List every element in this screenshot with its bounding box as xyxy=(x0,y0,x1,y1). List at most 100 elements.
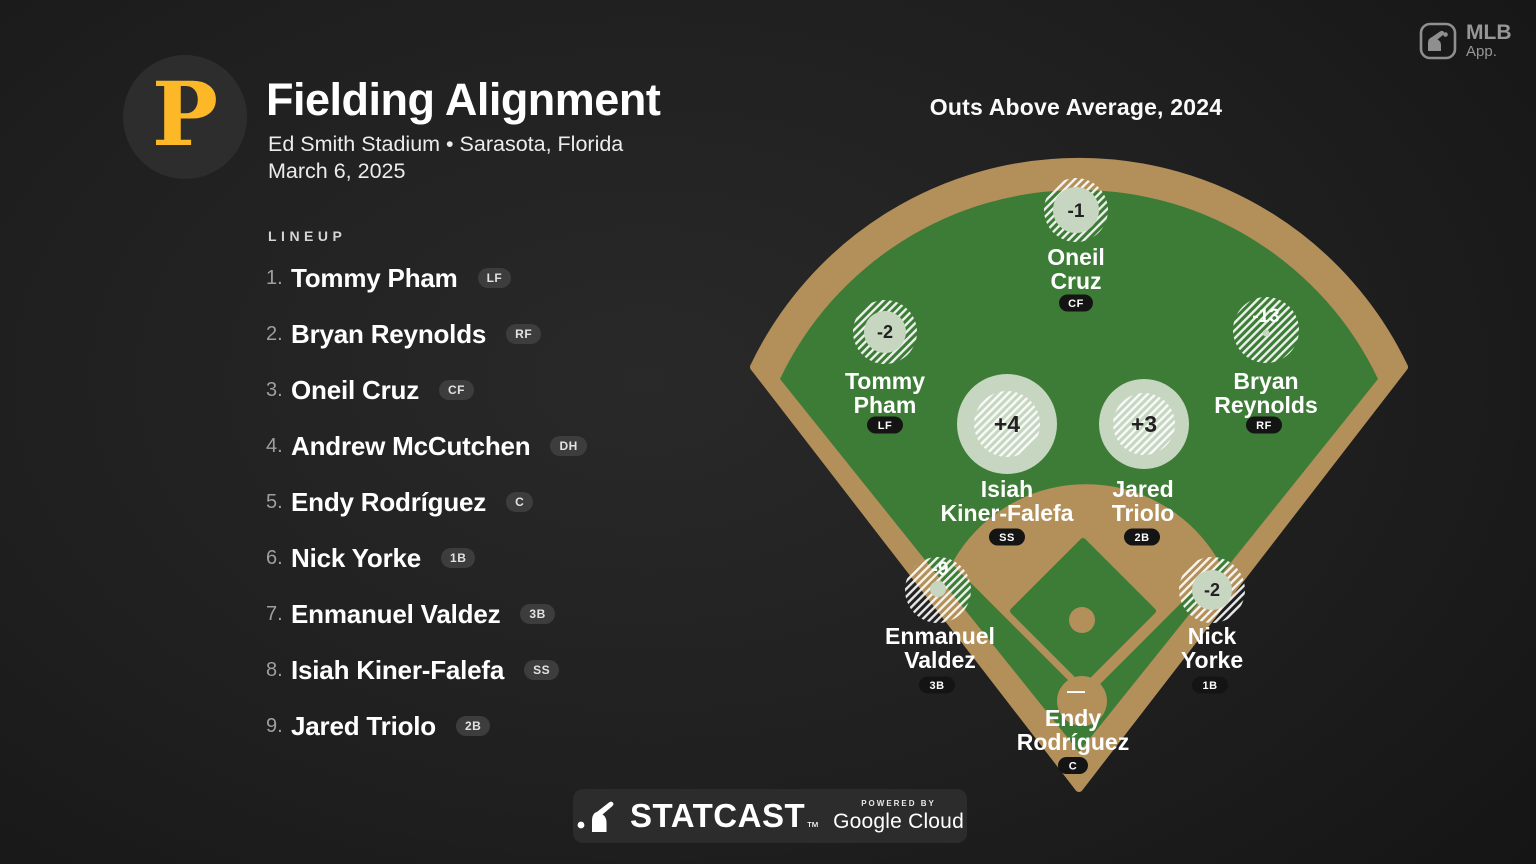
lineup-player-name: Enmanuel Valdez xyxy=(291,598,501,629)
pirates-logo: P xyxy=(123,55,247,179)
fielder-name: Triolo xyxy=(1112,500,1175,526)
fielder-name: Kiner-Falefa xyxy=(941,500,1074,526)
lineup-player-name: Andrew McCutchen xyxy=(291,430,531,461)
position-badge xyxy=(919,676,955,694)
lineup-position-badge: DH xyxy=(550,436,587,456)
lineup-number: 8. xyxy=(266,658,283,681)
oaa-solid-dot xyxy=(1262,329,1270,337)
position-badge xyxy=(1058,757,1088,774)
fielder-marker-cf: -1 Oneil Cruz CF xyxy=(1044,178,1108,312)
lineup-position-badge: RF xyxy=(506,324,542,344)
fielder-name: Enmanuel xyxy=(885,623,995,649)
fielder-marker-rf: -13 Bryan Reynolds RF xyxy=(1214,297,1318,434)
lineup-position-badge: 2B xyxy=(455,716,491,736)
lineup-number: 5. xyxy=(266,490,283,513)
position-badge-label: LF xyxy=(878,420,892,432)
fielder-name: Valdez xyxy=(904,647,976,673)
oaa-solid-circle xyxy=(1192,570,1232,610)
mlb-app-icon xyxy=(1419,22,1457,60)
lineup-row: 7. Enmanuel Valdez 3B xyxy=(266,598,587,630)
position-badge xyxy=(1059,294,1093,312)
oaa-value: -2 xyxy=(877,322,893,342)
baseball-field-diagram: -1 Oneil Cruz CF -2 Tommy Pham LF -13 Br… xyxy=(750,157,1408,792)
fielder-marker-lf: -2 Tommy Pham LF xyxy=(845,300,925,434)
mlb-word: MLB xyxy=(1466,21,1512,44)
fielder-name: Yorke xyxy=(1181,647,1243,673)
lineup-row: 9. Jared Triolo 2B xyxy=(266,710,587,742)
position-badge-label: RF xyxy=(1256,420,1272,432)
position-badge xyxy=(1246,416,1282,434)
position-badge xyxy=(1124,528,1160,546)
oaa-value: — xyxy=(1067,681,1085,701)
fielder-name: Bryan xyxy=(1233,368,1298,394)
oaa-value: -1 xyxy=(1068,201,1085,222)
fielder-name: Tommy xyxy=(845,368,925,394)
position-badge-label: 2B xyxy=(1134,532,1149,544)
fielder-name: Oneil xyxy=(1047,244,1105,270)
lineup-row: 5. Endy Rodríguez C xyxy=(266,486,587,518)
google-cloud-label: Google Cloud xyxy=(833,809,964,833)
lineup-number: 3. xyxy=(266,378,283,401)
statcast-trademark: ™ xyxy=(806,819,820,834)
position-badge-label: 1B xyxy=(1202,680,1217,692)
home-plate-circle xyxy=(1057,676,1107,726)
lineup-position-badge: 1B xyxy=(441,548,476,568)
mlb-app-text: MLB App. xyxy=(1466,22,1512,60)
fielder-name: Reynolds xyxy=(1214,392,1318,418)
oaa-solid-circle xyxy=(1053,187,1099,233)
position-badge xyxy=(989,528,1025,546)
fielder-name: Jared xyxy=(1112,476,1173,502)
fielder-name: Nick xyxy=(1188,623,1237,649)
mlb-batter-icon xyxy=(577,801,614,832)
fielder-marker-c: — Endy Rodríguez C xyxy=(1017,681,1129,774)
lineup-position-badge: SS xyxy=(524,660,560,680)
powered-by-label: POWERED BY xyxy=(861,798,936,808)
oaa-hatch-circle xyxy=(974,391,1040,457)
fielder-marker-ss: +4 Isiah Kiner-Falefa SS xyxy=(941,374,1074,546)
lineup-position-badge: 3B xyxy=(520,604,555,624)
oaa-value: -9 xyxy=(932,559,949,580)
position-badge xyxy=(867,416,903,434)
pirates-p-monogram: P xyxy=(151,62,219,166)
mlb-app-lockup: MLB App. xyxy=(1419,22,1512,60)
fielder-name: Endy xyxy=(1045,705,1101,731)
lineup-label: LINEUP xyxy=(268,228,347,244)
fielder-marker-2b: +3 Jared Triolo 2B xyxy=(1099,379,1189,546)
position-badge-label: CF xyxy=(1068,298,1084,310)
date-text: March 6, 2025 xyxy=(268,159,406,183)
lineup-player-name: Tommy Pham xyxy=(291,262,458,293)
fielder-marker-3b: -9 Enmanuel Valdez 3B xyxy=(885,557,995,694)
fielder-name: Pham xyxy=(854,392,917,418)
pitchers-mound xyxy=(1069,607,1095,633)
statcast-wordmark: STATCAST xyxy=(630,797,806,834)
venue-text: Ed Smith Stadium • Sarasota, Florida xyxy=(268,132,624,156)
lineup-player-name: Oneil Cruz xyxy=(291,374,420,405)
lineup-position-badge: CF xyxy=(439,380,475,400)
lineup-player-name: Isiah Kiner-Falefa xyxy=(291,654,505,685)
app-word: App. xyxy=(1466,43,1497,60)
oaa-value: -2 xyxy=(1204,580,1220,600)
oaa-value: -13 xyxy=(1252,306,1279,327)
lineup-player-name: Endy Rodríguez xyxy=(291,486,487,517)
lineup-player-name: Bryan Reynolds xyxy=(291,318,487,349)
position-badge-label: SS xyxy=(999,532,1015,544)
field-grass xyxy=(780,189,1378,752)
lineup-position-badge: C xyxy=(506,492,534,512)
oaa-value: +4 xyxy=(994,411,1020,437)
page-title: Fielding Alignment xyxy=(266,74,661,125)
lineup-row: 1. Tommy Pham LF xyxy=(266,262,587,294)
lineup-number: 4. xyxy=(266,434,283,457)
lineup-number: 2. xyxy=(266,322,283,345)
lineup-player-name: Jared Triolo xyxy=(291,710,436,741)
lineup-row: 6. Nick Yorke 1B xyxy=(266,542,587,574)
oaa-value: +3 xyxy=(1131,411,1157,437)
lineup-row: 4. Andrew McCutchen DH xyxy=(266,430,587,462)
lineup-number: 7. xyxy=(266,602,283,625)
lineup-position-badge: LF xyxy=(477,268,512,288)
fielder-name: Rodríguez xyxy=(1017,729,1129,755)
lineup-number: 9. xyxy=(266,714,283,737)
oaa-hatch-circle xyxy=(1113,393,1175,455)
statcast-footer: STATCAST ™ POWERED BY Google Cloud xyxy=(573,789,967,843)
position-badge xyxy=(1192,676,1228,694)
